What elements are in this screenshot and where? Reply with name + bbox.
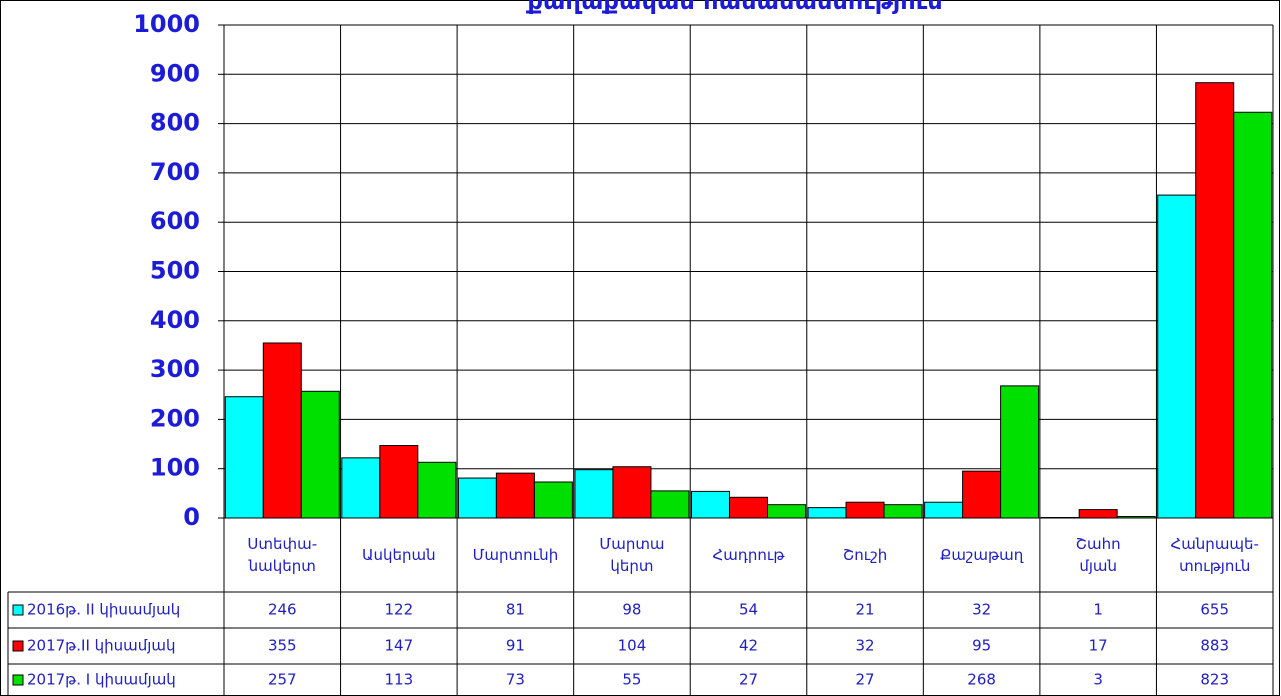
- y-tick-label: 200: [150, 404, 200, 432]
- x-tick-label: Շուշի: [843, 546, 887, 564]
- y-tick-label: 600: [150, 207, 200, 235]
- y-tick-label: 300: [150, 355, 200, 383]
- bar: [845, 501, 885, 519]
- bar: [574, 469, 614, 519]
- table-cell: 1: [1093, 601, 1103, 619]
- table-cell: 27: [739, 671, 758, 689]
- table-cell: 113: [385, 671, 414, 689]
- bar: [379, 445, 419, 519]
- bar: [807, 507, 847, 519]
- table-cell: 17: [1089, 637, 1108, 655]
- table-cell: 883: [1200, 637, 1229, 655]
- bar: [883, 504, 923, 519]
- table-cell: 81: [506, 601, 525, 619]
- bar: [612, 466, 652, 519]
- table-cell: 55: [622, 671, 641, 689]
- chart-title: քաղաքական համամասնություն: [525, 0, 942, 15]
- bar: [224, 396, 264, 519]
- x-tick-label: Ստեփա-նակերտ: [247, 535, 317, 575]
- table-cell: 355: [268, 637, 297, 655]
- bar: [533, 481, 573, 519]
- bar: [767, 504, 806, 519]
- table-cell: 268: [967, 671, 996, 689]
- y-tick-label: 400: [150, 306, 200, 334]
- bar: [341, 457, 381, 519]
- y-tick-label: 800: [150, 109, 200, 137]
- x-tick-label: Մարտա կերտ: [599, 535, 664, 575]
- table-cell: 3: [1093, 671, 1103, 689]
- bar: [262, 342, 302, 519]
- bar: [300, 390, 340, 519]
- table-cell: 21: [856, 601, 875, 619]
- bar: [962, 470, 1002, 519]
- bar: [729, 496, 768, 519]
- table-cell: 257: [268, 671, 297, 689]
- legend-swatch: [12, 640, 24, 652]
- x-tick-label: Մարտունի: [473, 546, 559, 564]
- table-cell: 54: [739, 601, 758, 619]
- x-tick-label: Ասկերան: [362, 546, 436, 564]
- bar: [1078, 509, 1118, 519]
- table-cell: 823: [1200, 671, 1229, 689]
- bar: [1000, 385, 1040, 519]
- table-cell: 95: [972, 637, 991, 655]
- table-cell: 73: [506, 671, 525, 689]
- table-cell: 32: [856, 637, 875, 655]
- bar: [457, 477, 497, 519]
- x-tick-label: Հանրապե-տություն: [1170, 535, 1259, 575]
- bar: [1195, 82, 1235, 519]
- y-tick-label: 0: [183, 503, 200, 531]
- y-tick-label: 100: [150, 454, 200, 482]
- y-tick-label: 1000: [133, 10, 200, 38]
- table-cell: 104: [618, 637, 647, 655]
- x-tick-label: Շահո մյան: [1076, 535, 1121, 575]
- y-tick-label: 700: [150, 158, 200, 186]
- x-tick-label: Հադրութ: [713, 546, 786, 564]
- table-cell: 42: [739, 637, 758, 655]
- legend-label: 2017թ.II կիսամյակ: [27, 637, 175, 655]
- bar: [1233, 111, 1273, 519]
- legend-label: 2016թ. II կիսամյակ: [27, 601, 180, 619]
- table-cell: 122: [385, 601, 414, 619]
- bar: [1157, 194, 1197, 519]
- bar: [495, 472, 535, 519]
- table-cell: 147: [385, 637, 414, 655]
- bar: [691, 490, 730, 519]
- bar: [1116, 516, 1156, 519]
- table-cell: 655: [1200, 601, 1229, 619]
- x-tick-label: Քաշաթաղ: [940, 546, 1024, 564]
- bar: [650, 490, 690, 519]
- legend-label: 2017թ. I կիսամյակ: [27, 671, 176, 689]
- bar: [417, 461, 457, 519]
- table-cell: 91: [506, 637, 525, 655]
- y-tick-label: 900: [150, 59, 200, 87]
- table-cell: 98: [622, 601, 641, 619]
- table-cell: 246: [268, 601, 297, 619]
- bar: [924, 501, 964, 519]
- table-cell: 27: [856, 671, 875, 689]
- legend-swatch: [12, 604, 24, 616]
- y-tick-label: 500: [150, 257, 200, 285]
- table-cell: 32: [972, 601, 991, 619]
- legend-swatch: [12, 674, 24, 686]
